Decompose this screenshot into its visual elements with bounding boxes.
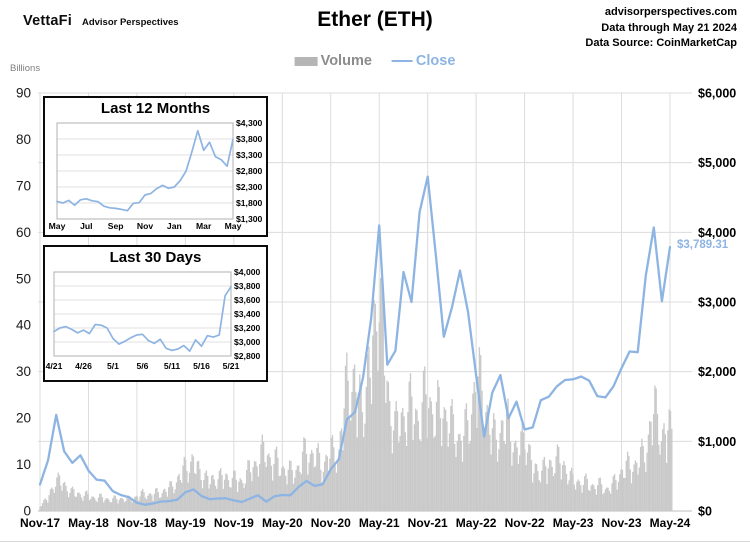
svg-text:5/21: 5/21 <box>223 361 240 371</box>
inset-12m-plot: $4,300 $3,800 $3,300 $2,800 $2,300 $1,800 $1,3… <box>49 118 263 231</box>
svg-text:$0: $0 <box>698 505 712 519</box>
left-axis-title: Billions <box>10 63 41 74</box>
svg-text:$3,200: $3,200 <box>234 323 261 333</box>
inset-close-line <box>53 285 232 352</box>
volume-swatch-icon <box>294 56 318 66</box>
svg-text:5/16: 5/16 <box>193 361 210 371</box>
svg-text:$1,800: $1,800 <box>236 198 263 208</box>
inset-last-12-months: Last 12 Months $4,300 $3,800 $3,300 $2,800 $… <box>43 96 268 237</box>
logo-text: VettaFi <box>23 13 72 29</box>
data-source: Data Source: CoinMarketCap <box>585 37 737 49</box>
svg-text:Mar: Mar <box>196 221 212 231</box>
legend-volume-label: Volume <box>320 53 372 69</box>
legend-close-label: Close <box>415 53 456 69</box>
svg-text:Nov-20: Nov-20 <box>311 516 351 530</box>
inset-30d-title: Last 30 Days <box>109 249 202 266</box>
svg-text:$4,000: $4,000 <box>698 226 736 240</box>
svg-text:$2,800: $2,800 <box>236 166 263 176</box>
svg-text:Jan: Jan <box>167 221 182 231</box>
inset-x-ticks: May Jul Sep Nov Jan Mar May <box>49 221 242 231</box>
vettafi-logo: VettaFi Advisor Perspectives <box>23 13 179 29</box>
svg-text:$3,000: $3,000 <box>234 337 261 347</box>
svg-text:$3,600: $3,600 <box>234 295 261 305</box>
svg-text:5/6: 5/6 <box>137 361 149 371</box>
inset-last-30-days: Last 30 Days $4,000 $3,800 $3,600 $3,400 $3,… <box>43 245 268 382</box>
legend-item-close: Close <box>391 53 456 69</box>
svg-text:May-21: May-21 <box>359 516 400 530</box>
svg-text:May: May <box>225 221 242 231</box>
svg-text:$2,800: $2,800 <box>234 351 261 361</box>
svg-text:May-20: May-20 <box>262 516 303 530</box>
svg-text:Jul: Jul <box>80 221 92 231</box>
last-close-annotation: $3,789.31 <box>677 239 729 251</box>
close-line <box>38 175 672 506</box>
svg-text:0: 0 <box>23 504 31 519</box>
svg-text:30: 30 <box>16 364 31 379</box>
svg-text:4/26: 4/26 <box>75 361 92 371</box>
svg-text:5/11: 5/11 <box>164 361 180 371</box>
svg-text:40: 40 <box>16 318 31 333</box>
svg-text:$4,000: $4,000 <box>234 269 261 277</box>
svg-text:50: 50 <box>16 271 31 286</box>
svg-text:Nov-19: Nov-19 <box>214 516 254 530</box>
inset-close-line <box>56 129 234 212</box>
svg-text:May: May <box>49 221 66 231</box>
source-url: advisorperspectives.com <box>604 6 737 18</box>
svg-text:$4,300: $4,300 <box>236 120 263 128</box>
inset-y-ticks: $4,300 $3,800 $3,300 $2,800 $2,300 $1,800 $1,3… <box>236 118 263 224</box>
page-title: Ether (ETH) <box>317 8 433 31</box>
svg-text:Nov-22: Nov-22 <box>505 516 545 530</box>
volume-series <box>39 263 673 511</box>
svg-text:20: 20 <box>16 411 31 426</box>
svg-text:Nov-21: Nov-21 <box>408 516 448 530</box>
left-axis-ticks: 90 80 70 60 50 40 30 20 10 0 <box>16 86 31 519</box>
svg-text:$3,800: $3,800 <box>236 134 263 144</box>
svg-text:Nov: Nov <box>137 221 153 231</box>
right-axis-ticks: $6,000 $5,000 $4,000 $3,000 $2,000 $1,000 $0 <box>698 87 736 519</box>
logo-subtext: Advisor Perspectives <box>81 17 179 28</box>
inset-gridlines <box>53 271 232 357</box>
svg-text:$1,000: $1,000 <box>698 435 736 449</box>
svg-text:$1,300: $1,300 <box>236 214 263 224</box>
close-line-swatch-icon <box>391 59 413 63</box>
svg-text:$3,800: $3,800 <box>234 281 261 291</box>
svg-text:4/21: 4/21 <box>46 361 63 371</box>
svg-text:60: 60 <box>16 225 31 240</box>
data-through-date: Data through May 21 2024 <box>601 21 737 34</box>
svg-text:$6,000: $6,000 <box>698 87 736 101</box>
svg-text:5/1: 5/1 <box>107 361 119 371</box>
svg-text:$2,000: $2,000 <box>698 365 736 379</box>
svg-text:$3,300: $3,300 <box>236 150 263 160</box>
inset-y-ticks: $4,000 $3,800 $3,600 $3,400 $3,200 $3,000 $2,8… <box>234 267 261 361</box>
svg-text:May-18: May-18 <box>68 516 109 530</box>
svg-text:Nov-23: Nov-23 <box>602 516 642 530</box>
bottom-divider <box>0 541 750 542</box>
inset-12m-title: Last 12 Months <box>100 100 211 117</box>
inset-x-ticks: 4/21 4/26 5/1 5/6 5/11 5/16 5/21 <box>46 361 240 371</box>
inset-30d-plot: $4,000 $3,800 $3,600 $3,400 $3,200 $3,000 $2,8… <box>46 267 261 371</box>
svg-text:$3,000: $3,000 <box>698 296 736 310</box>
svg-text:May-22: May-22 <box>456 516 497 530</box>
svg-text:$2,300: $2,300 <box>236 182 263 192</box>
source-block: advisorperspectives.com Data through May… <box>585 5 737 52</box>
svg-text:$3,400: $3,400 <box>234 309 261 319</box>
svg-text:90: 90 <box>16 86 31 101</box>
x-axis-ticks: Nov-17 May-18 Nov-18 May-19 Nov-19 May-20 Nov-… <box>20 516 691 530</box>
svg-text:Nov-18: Nov-18 <box>117 516 157 530</box>
svg-text:Nov-17: Nov-17 <box>20 516 60 530</box>
svg-text:$5,000: $5,000 <box>698 156 736 170</box>
svg-text:Sep: Sep <box>108 221 124 231</box>
svg-text:May-19: May-19 <box>165 516 206 530</box>
inset-gridlines <box>56 122 234 220</box>
legend-item-volume: Volume <box>294 53 372 69</box>
svg-text:May-24: May-24 <box>650 516 691 530</box>
svg-text:10: 10 <box>16 457 31 472</box>
svg-text:80: 80 <box>16 132 31 147</box>
svg-text:70: 70 <box>16 178 31 193</box>
svg-text:May-23: May-23 <box>553 516 594 530</box>
chart-legend: Volume Close <box>294 53 456 69</box>
